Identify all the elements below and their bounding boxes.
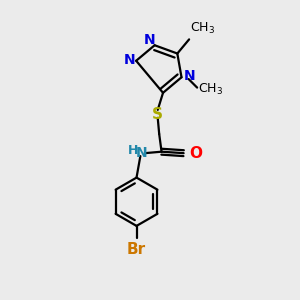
Text: N: N bbox=[143, 33, 155, 47]
Text: N: N bbox=[123, 53, 135, 67]
Text: H: H bbox=[128, 144, 138, 157]
Text: S: S bbox=[152, 106, 163, 122]
Text: Br: Br bbox=[127, 242, 146, 257]
Text: N: N bbox=[135, 146, 147, 160]
Text: O: O bbox=[189, 146, 202, 161]
Text: CH$_3$: CH$_3$ bbox=[190, 21, 215, 36]
Text: N: N bbox=[183, 69, 195, 83]
Text: CH$_3$: CH$_3$ bbox=[198, 82, 224, 97]
